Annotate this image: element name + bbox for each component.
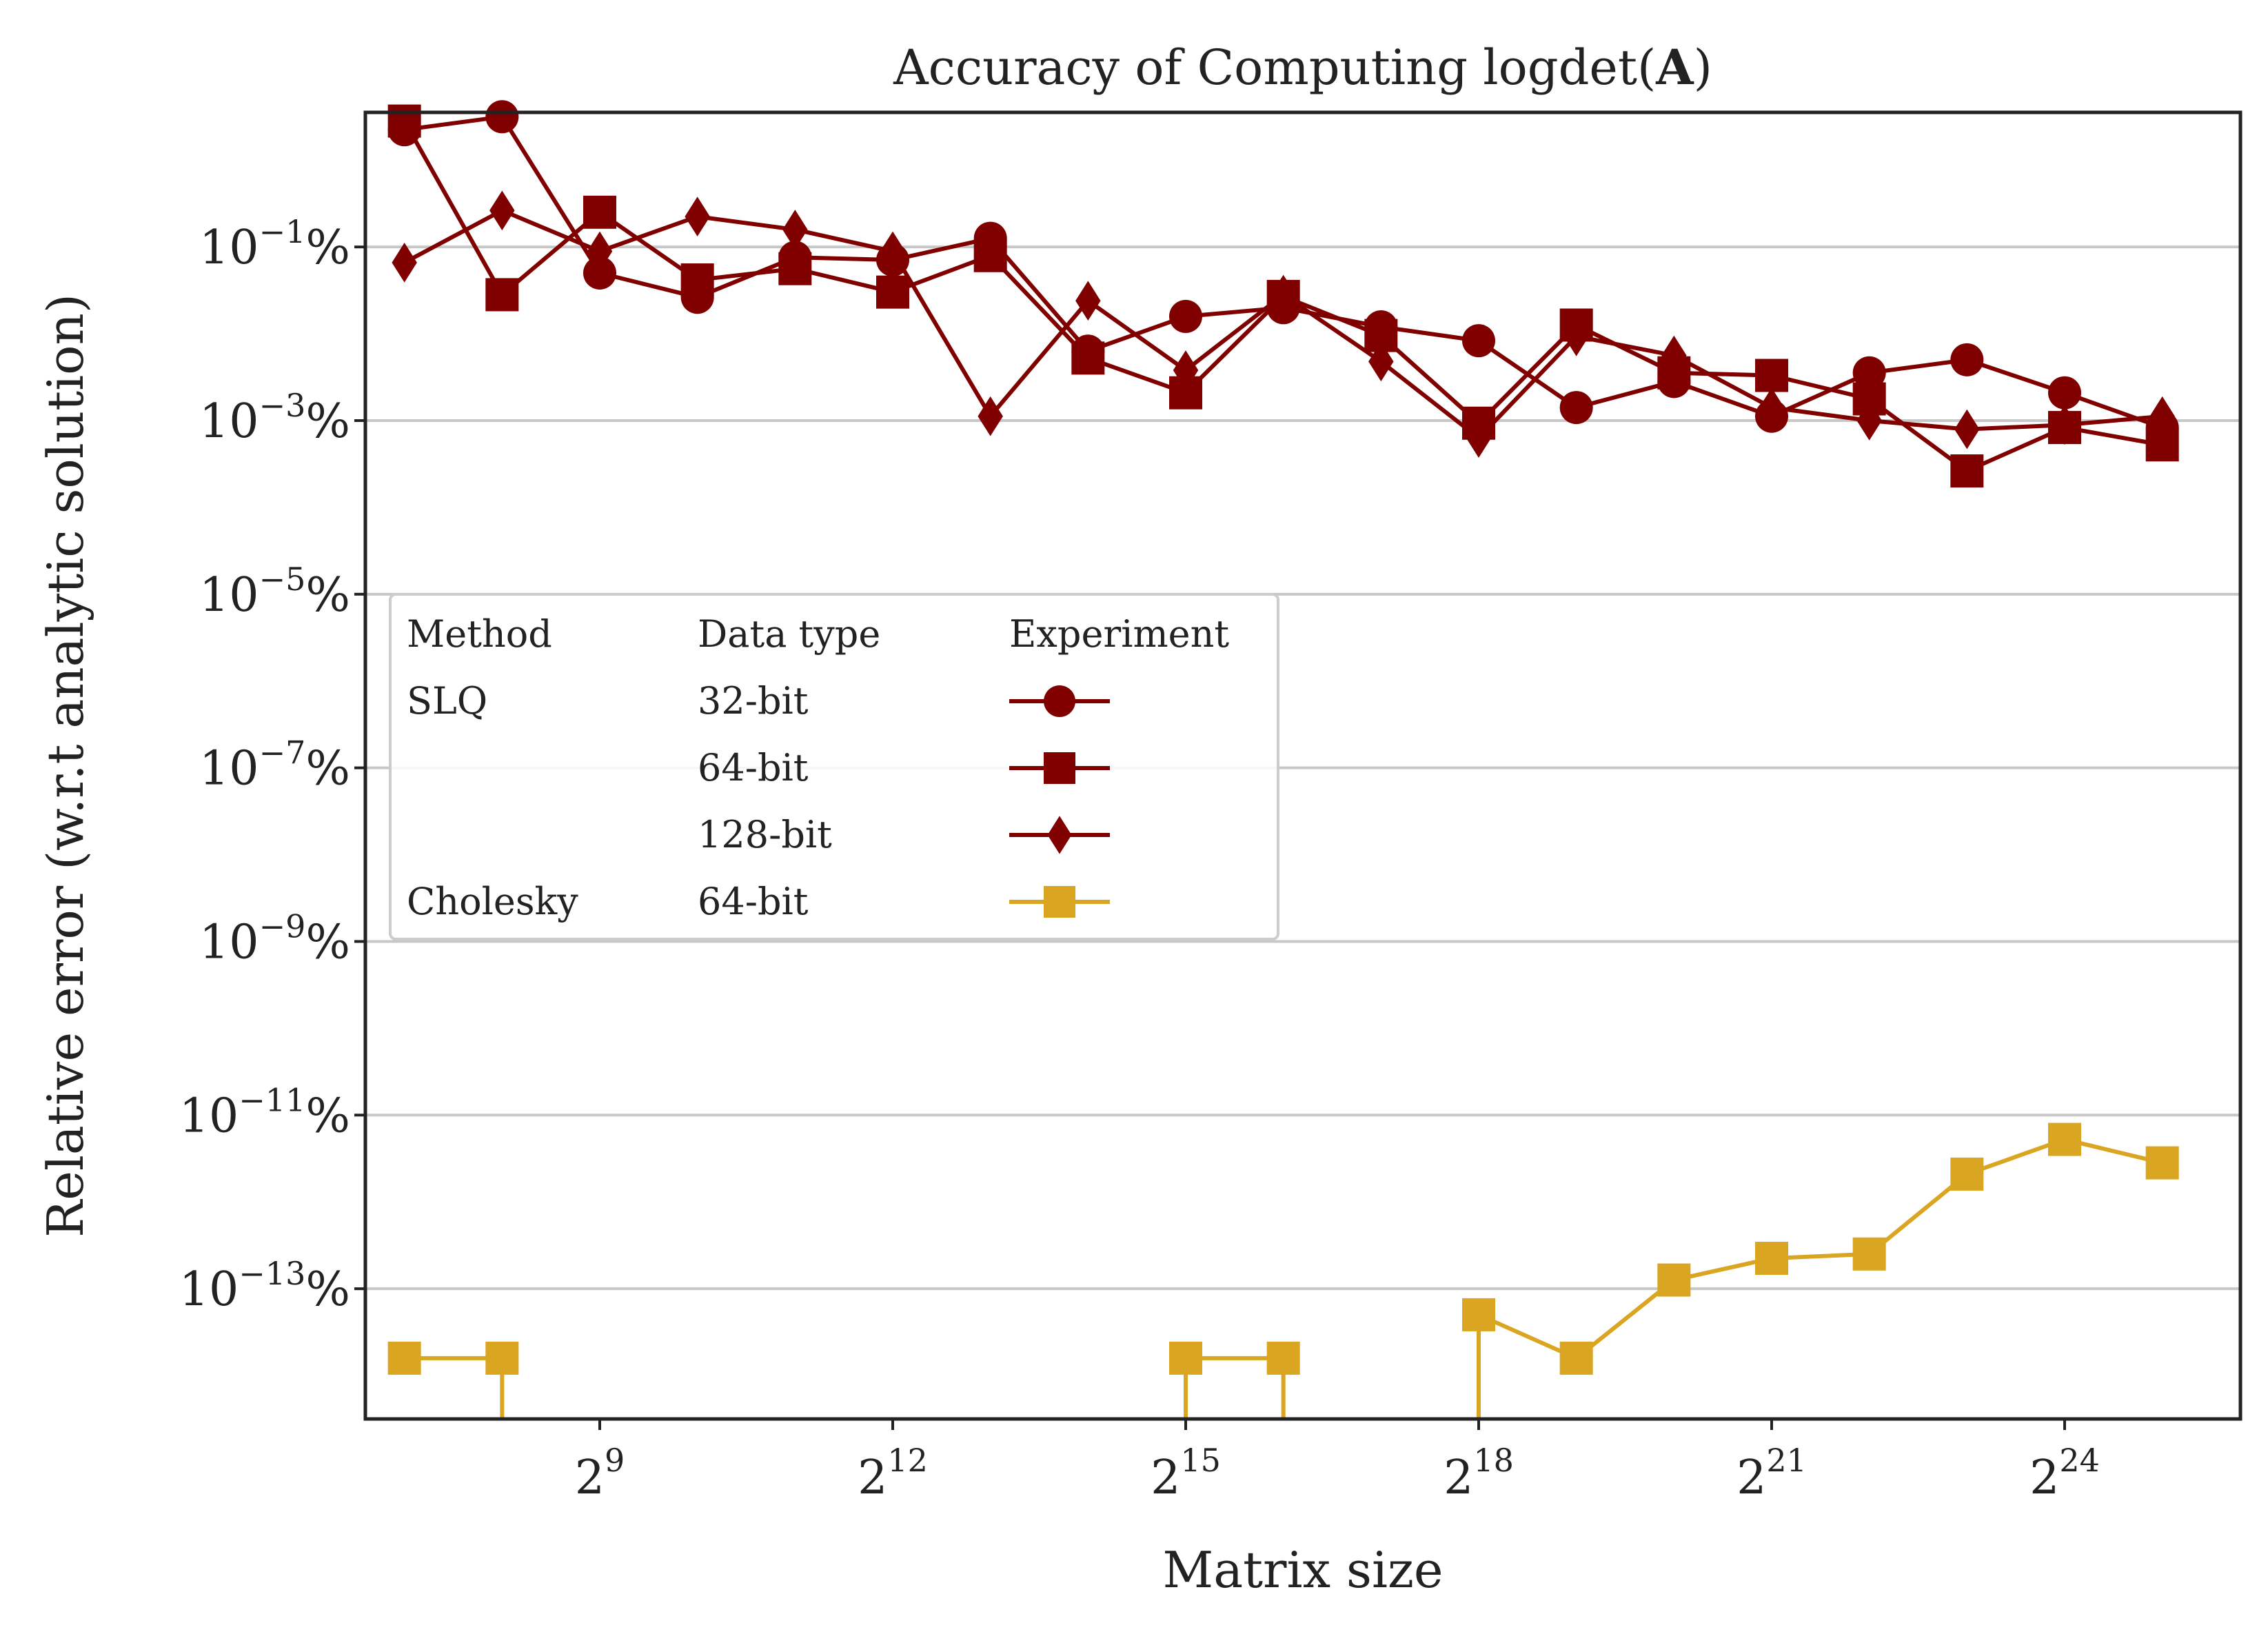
data-point [587,231,613,272]
data-point [1559,1341,1593,1375]
legend-swatch-marker [1047,816,1072,854]
data-point [1075,281,1101,321]
legend-header: Method [407,612,552,656]
chart-title-suffix: ) [1694,39,1712,96]
x-tick-label: 215 [1151,1442,1221,1505]
data-point [978,396,1003,436]
data-point [973,239,1007,272]
data-point [1173,350,1199,390]
data-point [1270,274,1296,315]
x-tick-label: 212 [858,1442,928,1505]
data-point [876,275,909,309]
y-axis-label: Relative error (w.r.t analytic solution) [37,294,94,1238]
chart-title-prefix: Accuracy of Computing logdet( [893,39,1656,96]
legend-box [389,593,1279,940]
chart-title: Accuracy of Computing logdet(A) [893,39,1712,96]
series-line [1477,1137,2163,1360]
data-point [1759,387,1785,427]
series-0 [387,100,2179,445]
legend-header: Experiment [1009,612,1229,656]
data-point [485,278,519,312]
x-tick-label: 224 [2029,1442,2100,1505]
y-tick-label: 10−1% [199,213,350,275]
data-point [782,210,808,250]
data-point [387,1341,421,1375]
x-tick-label: 218 [1444,1442,1514,1505]
data-point [2048,1122,2081,1156]
data-point [485,100,519,134]
data-point [2149,396,2175,436]
data-point [1563,316,1589,356]
data-point [1852,356,1886,390]
legend: Method Data type Experiment SLQ 32-bit 64-bit… [389,593,1279,940]
axis-ticks: 10−1% 10−3% 10−5% 10−7% 10−9% 10−11% 10−13% 29 2… [179,213,2100,1505]
legend-dtype: 32-bit [698,679,809,723]
chart-title-bold: A [1655,39,1694,96]
data-point [1950,454,1984,488]
y-tick-label: 10−7% [199,734,350,796]
legend-header: Data type [698,612,880,656]
data-point [1950,1157,1984,1191]
x-tick-label: 29 [575,1442,625,1505]
legend-dtype: 64-bit [698,746,809,789]
legend-swatch-marker [1044,752,1075,784]
data-point [1169,299,1202,333]
data-point [1368,341,1394,382]
data-point [2145,1146,2179,1180]
y-tick-label: 10−3% [199,387,350,449]
legend-swatch-marker [1044,886,1075,918]
data-point [1266,1341,1300,1375]
legend-dtype: 64-bit [698,880,809,923]
data-point [2052,405,2078,445]
data-point [392,243,417,283]
y-tick-label: 10−13% [179,1255,350,1317]
legend-dtype: 128-bit [698,813,832,856]
data-point [778,252,812,285]
legend-method: Cholesky [407,880,578,923]
series-line [404,114,2163,430]
data-point [1852,1237,1886,1271]
x-axis-label: Matrix size [1162,1541,1443,1599]
data-point [880,231,906,272]
data-point [680,263,714,297]
data-point [1954,409,1980,450]
data-point [1755,359,1788,392]
series-2 [392,190,2175,458]
series-3 [387,1122,2179,1419]
data-point [1462,1298,1495,1331]
y-tick-label: 10−9% [199,907,350,969]
data-point [1950,343,1984,376]
y-tick-label: 10−11% [179,1081,350,1143]
data-point [583,195,616,229]
data-point [1661,335,1687,376]
plot-data [387,100,2179,1419]
data-point [387,104,421,138]
data-point [485,1341,519,1375]
legend-swatch-marker [1044,685,1075,717]
data-point [2048,376,2081,410]
data-point [1657,1263,1691,1297]
x-tick-label: 221 [1737,1442,1807,1505]
data-point [1559,391,1593,425]
data-point [489,190,515,231]
plot-frame [363,110,2242,1421]
data-point [1462,324,1495,358]
data-point [583,256,616,290]
data-point [1169,1341,1202,1375]
data-point [1466,418,1492,458]
data-point [1071,341,1105,375]
data-point [1755,1242,1788,1276]
y-tick-label: 10−5% [199,561,350,623]
data-point [1856,401,1882,441]
legend-method: SLQ [407,679,487,723]
data-point [685,197,710,236]
